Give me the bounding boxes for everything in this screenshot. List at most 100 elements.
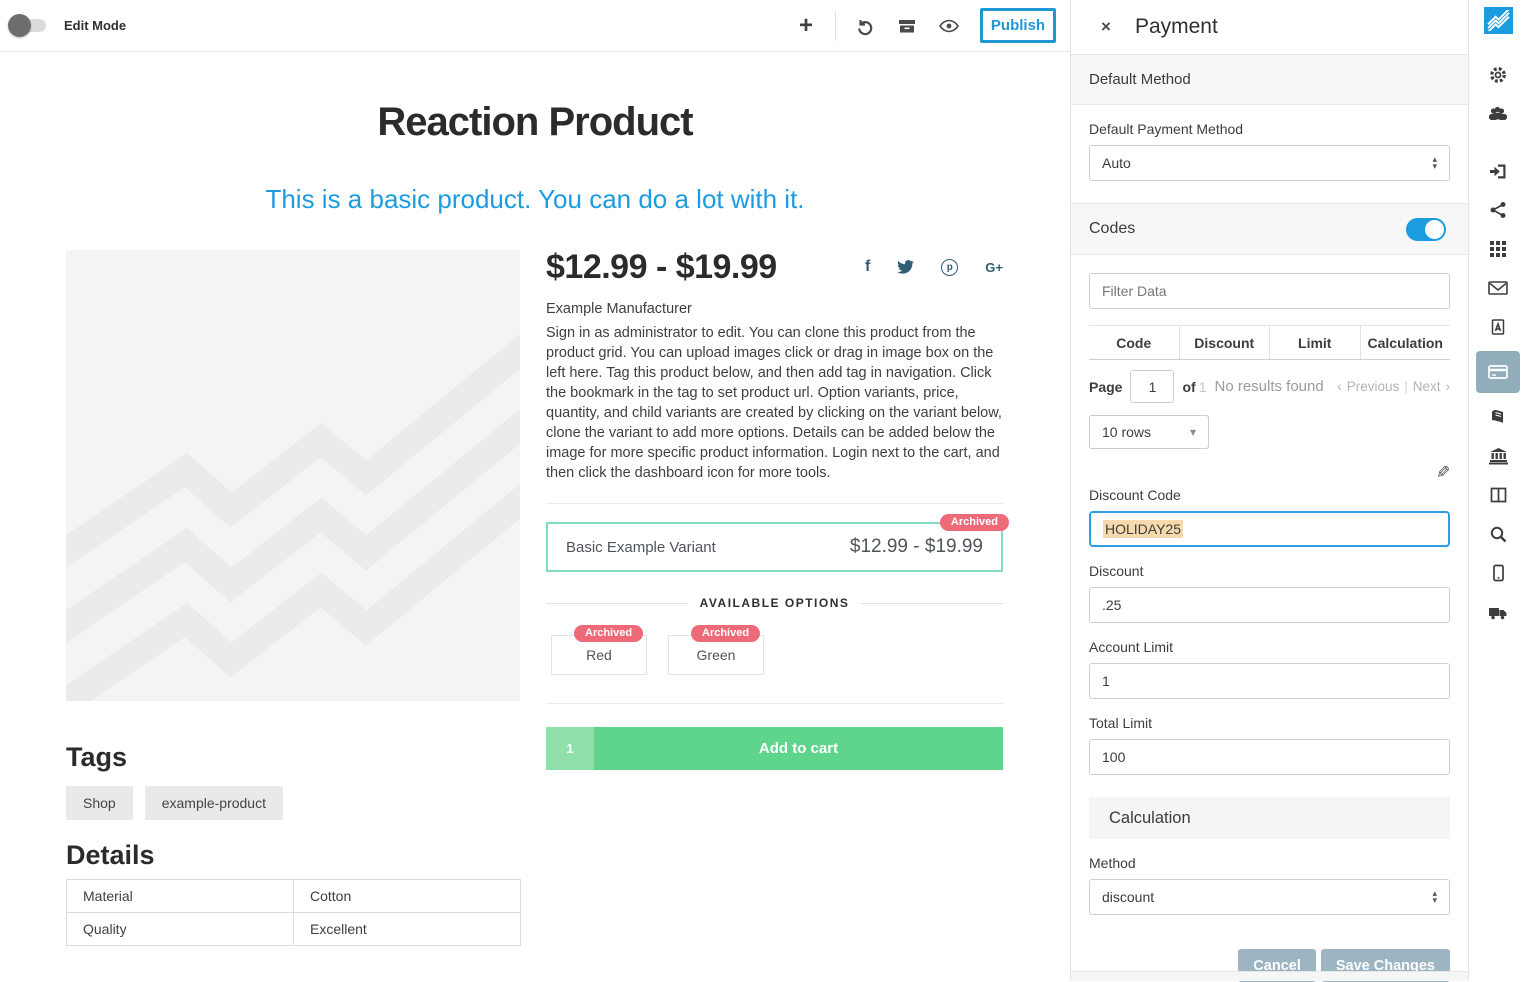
- product-title: Reaction Product: [377, 100, 693, 144]
- add-button[interactable]: +: [785, 9, 827, 43]
- twitter-icon[interactable]: [897, 260, 915, 274]
- detail-key: Material: [66, 879, 294, 913]
- variant-card[interactable]: Basic Example Variant $12.99 - $19.99 Ar…: [546, 514, 1009, 572]
- divider: [861, 602, 1004, 604]
- reaction-logo[interactable]: [1483, 7, 1513, 34]
- page-label: Page: [1089, 378, 1123, 395]
- tags-heading: Tags: [66, 742, 128, 772]
- language-icon: [1491, 319, 1505, 335]
- edit-pencil-icon[interactable]: ✎: [1435, 463, 1450, 482]
- select-stepper-icon: ▴ ▾: [1432, 888, 1437, 905]
- panel-title: Payment: [1134, 15, 1218, 38]
- taxes-button[interactable]: [1480, 441, 1516, 471]
- close-icon[interactable]: ×: [1101, 17, 1111, 36]
- search-icon: [1490, 526, 1506, 542]
- previous-button[interactable]: Previous: [1346, 379, 1400, 394]
- plus-icon: +: [798, 11, 813, 39]
- publish-button[interactable]: Publish: [980, 8, 1056, 43]
- truck-icon: [1489, 607, 1507, 619]
- total-limit-input[interactable]: [1089, 739, 1450, 775]
- mobile-icon: [1492, 564, 1504, 582]
- default-payment-method-select[interactable]: Auto ▴ ▾: [1089, 145, 1450, 181]
- layout-button[interactable]: [1480, 480, 1516, 510]
- divider: [546, 703, 1003, 704]
- tag-example-product[interactable]: example-product: [144, 786, 283, 820]
- account-limit-input[interactable]: [1089, 663, 1450, 699]
- default-method-section-header: Default Method: [1071, 55, 1468, 105]
- grid-icon: [1489, 240, 1506, 257]
- details-table: Material Cotton Quality Excellent: [66, 879, 521, 946]
- calculation-section-header: Calculation: [1089, 797, 1450, 839]
- googleplus-icon[interactable]: G+: [985, 259, 1003, 275]
- placeholder-waves: [66, 333, 520, 701]
- codes-toggle[interactable]: [1406, 217, 1446, 241]
- total-pages: 1: [1198, 378, 1207, 395]
- detail-value: Excellent: [293, 912, 521, 946]
- topbar: Edit Mode +: [0, 0, 1070, 52]
- tag-shop[interactable]: Shop: [66, 786, 133, 820]
- accounts-button[interactable]: [1480, 99, 1516, 129]
- filter-input[interactable]: [1089, 273, 1450, 309]
- method-label: Method: [1089, 855, 1136, 871]
- undo-icon: [858, 19, 873, 35]
- share-icon: [1490, 202, 1506, 218]
- localization-button[interactable]: [1480, 312, 1516, 342]
- pinterest-icon[interactable]: p: [941, 258, 959, 276]
- product-info-column: $12.99 - $19.99 f p G+ Example Manufactu…: [546, 248, 1003, 483]
- column-header-limit[interactable]: Limit: [1270, 326, 1361, 359]
- variant-price: $12.99 - $19.99: [849, 536, 983, 557]
- discount-input[interactable]: [1089, 587, 1450, 623]
- method-select[interactable]: discount ▴ ▾: [1089, 879, 1450, 915]
- quantity-field[interactable]: 1: [546, 727, 594, 770]
- chevron-left-icon: ‹: [1337, 379, 1342, 394]
- search-button[interactable]: [1480, 519, 1516, 549]
- devices-button[interactable]: [1480, 558, 1516, 588]
- payment-panel: × Payment Default Method Default Payment…: [1070, 0, 1468, 982]
- table-row: Quality Excellent: [66, 912, 521, 946]
- shipping-button[interactable]: [1480, 597, 1516, 627]
- rows-per-page-select[interactable]: 10 rows ▾: [1089, 415, 1209, 449]
- edit-mode-toggle[interactable]: Edit Mode: [8, 14, 126, 37]
- gear-icon: [1490, 67, 1506, 83]
- eye-icon: [939, 19, 959, 32]
- option-red[interactable]: Red Archived: [551, 625, 647, 675]
- discount-label: Discount: [1089, 563, 1144, 579]
- discount-code-label: Discount Code: [1089, 487, 1181, 503]
- page-number-input[interactable]: [1130, 370, 1175, 403]
- option-green[interactable]: Green Archived: [668, 625, 764, 675]
- sign-in-button[interactable]: [1480, 156, 1516, 186]
- facebook-icon[interactable]: f: [864, 258, 871, 275]
- sign-in-icon: [1489, 164, 1505, 178]
- add-to-cart-button[interactable]: Add to cart: [594, 727, 1003, 770]
- columns-icon: [1490, 487, 1506, 503]
- grid-button[interactable]: [1480, 234, 1516, 264]
- edit-mode-toggle-track[interactable]: [8, 14, 46, 37]
- toolbar-divider: [835, 10, 836, 41]
- catalog-button[interactable]: [1480, 402, 1516, 432]
- bank-icon: [1488, 448, 1508, 465]
- payment-settings-button-active[interactable]: [1476, 351, 1520, 393]
- codes-toggle-knob: [1425, 219, 1444, 239]
- users-icon: [1489, 106, 1507, 120]
- product-image-dropzone[interactable]: [66, 250, 520, 701]
- column-header-discount[interactable]: Discount: [1180, 326, 1270, 359]
- edit-mode-toggle-knob[interactable]: [8, 14, 31, 37]
- product-vendor: Example Manufacturer: [546, 301, 692, 317]
- cart-row: 1 Add to cart: [546, 727, 1003, 770]
- next-button[interactable]: Next: [1412, 379, 1441, 394]
- publish-label: Publish: [990, 17, 1046, 34]
- variant-name: Basic Example Variant: [566, 538, 716, 556]
- social-button[interactable]: [1480, 195, 1516, 225]
- archive-button[interactable]: [886, 9, 928, 43]
- undo-button[interactable]: [844, 9, 886, 43]
- column-header-code[interactable]: Code: [1089, 326, 1180, 359]
- settings-button[interactable]: [1480, 60, 1516, 90]
- column-header-calculation[interactable]: Calculation: [1367, 334, 1443, 351]
- nav-separator: |: [1404, 379, 1408, 394]
- topbar-actions: + Publish: [785, 8, 1056, 43]
- discount-code-input[interactable]: HOLIDAY25: [1089, 511, 1450, 547]
- product-description: Sign in as administrator to edit. You ca…: [546, 325, 1002, 481]
- pagination-nav: ‹ Previous | Next ›: [1337, 379, 1450, 394]
- preview-button[interactable]: [928, 9, 970, 43]
- email-button[interactable]: [1480, 273, 1516, 303]
